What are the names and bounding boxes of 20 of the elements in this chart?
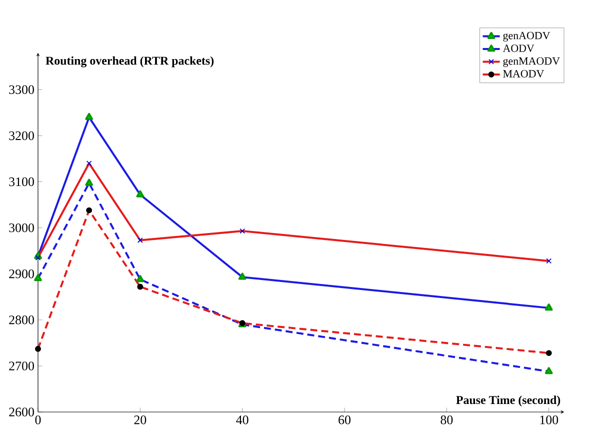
y-axis-title: Routing overhead (RTR packets) (46, 56, 214, 68)
x-tick-label: 40 (236, 416, 248, 424)
y-tick-label: 3100 (9, 177, 34, 186)
x-tick-label: 100 (540, 416, 558, 424)
y-tick-label: 3300 (9, 85, 34, 94)
y-tick-label: 2700 (9, 362, 34, 370)
x-tick-label: 20 (134, 416, 146, 424)
legend-label: AODV (502, 44, 534, 52)
x-tick-label: 80 (440, 416, 453, 424)
y-tick-label: 2900 (9, 269, 34, 278)
x-tick-label: 0 (35, 416, 41, 424)
legend-label: MAODV (503, 70, 544, 78)
x-tick-label: 60 (338, 416, 350, 424)
legend-label: genMAODV (503, 57, 560, 67)
y-tick-label: 3200 (9, 131, 34, 140)
y-tick-label: 2800 (9, 316, 34, 324)
y-tick-label: 3000 (9, 223, 34, 232)
y-tick-label: 2600 (9, 408, 34, 416)
legend-label: genAODV (503, 32, 550, 42)
x-axis-title: Pause Time (second) (456, 396, 560, 406)
